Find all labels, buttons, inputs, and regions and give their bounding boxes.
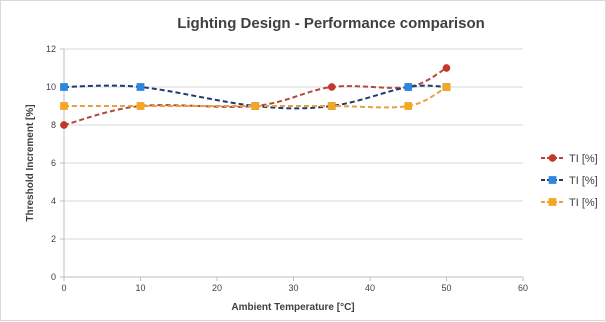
y-tick-label: 10 (46, 82, 56, 92)
tick-labels: 0 2 4 6 8 10 12 0 10 20 30 40 50 60 (46, 44, 528, 293)
series-3-point (251, 102, 260, 110)
y-axis-title: Threshold Increment [%] (25, 104, 36, 221)
chart-title: Lighting Design - Performance comparison (177, 15, 485, 32)
x-tick-label: 40 (365, 283, 375, 293)
series-3-point (442, 83, 451, 91)
y-tick-label: 2 (51, 234, 56, 244)
legend-label-1: TI [%] (569, 153, 598, 165)
series-1-point (60, 121, 68, 129)
y-tick-label: 12 (46, 44, 56, 54)
legend: TI [%] TI [%] TI [%] (541, 153, 598, 209)
series-markers (60, 64, 451, 129)
x-axis-title: Ambient Temperature [°C] (231, 302, 354, 313)
series-lines (63, 67, 447, 126)
x-tick-label: 30 (288, 283, 298, 293)
y-tick-label: 4 (51, 196, 56, 206)
legend-label-3: TI [%] (569, 197, 598, 209)
series-2-point (136, 83, 145, 91)
y-tick-label: 0 (51, 272, 56, 282)
x-tick-label: 10 (135, 283, 145, 293)
series-1-point (327, 83, 336, 91)
series-2-point (60, 83, 68, 91)
legend-marker-3 (548, 198, 557, 206)
series-1-point (442, 64, 451, 72)
x-tick-label: 60 (518, 283, 528, 293)
y-tick-label: 8 (51, 120, 56, 130)
x-tick-label: 50 (441, 283, 451, 293)
series-3-point (404, 102, 413, 110)
series-1-line (63, 67, 447, 126)
legend-label-2: TI [%] (569, 175, 598, 187)
series-3-point (60, 102, 68, 110)
x-tick-label: 20 (212, 283, 222, 293)
y-tick-label: 6 (51, 158, 56, 168)
series-2-point (404, 83, 413, 91)
axes (60, 48, 524, 281)
series-3-point (136, 102, 145, 110)
gridlines (64, 48, 523, 240)
legend-marker-1 (548, 154, 557, 162)
x-tick-label: 0 (61, 283, 66, 293)
legend-marker-2 (548, 176, 557, 184)
series-3-point (327, 102, 336, 110)
